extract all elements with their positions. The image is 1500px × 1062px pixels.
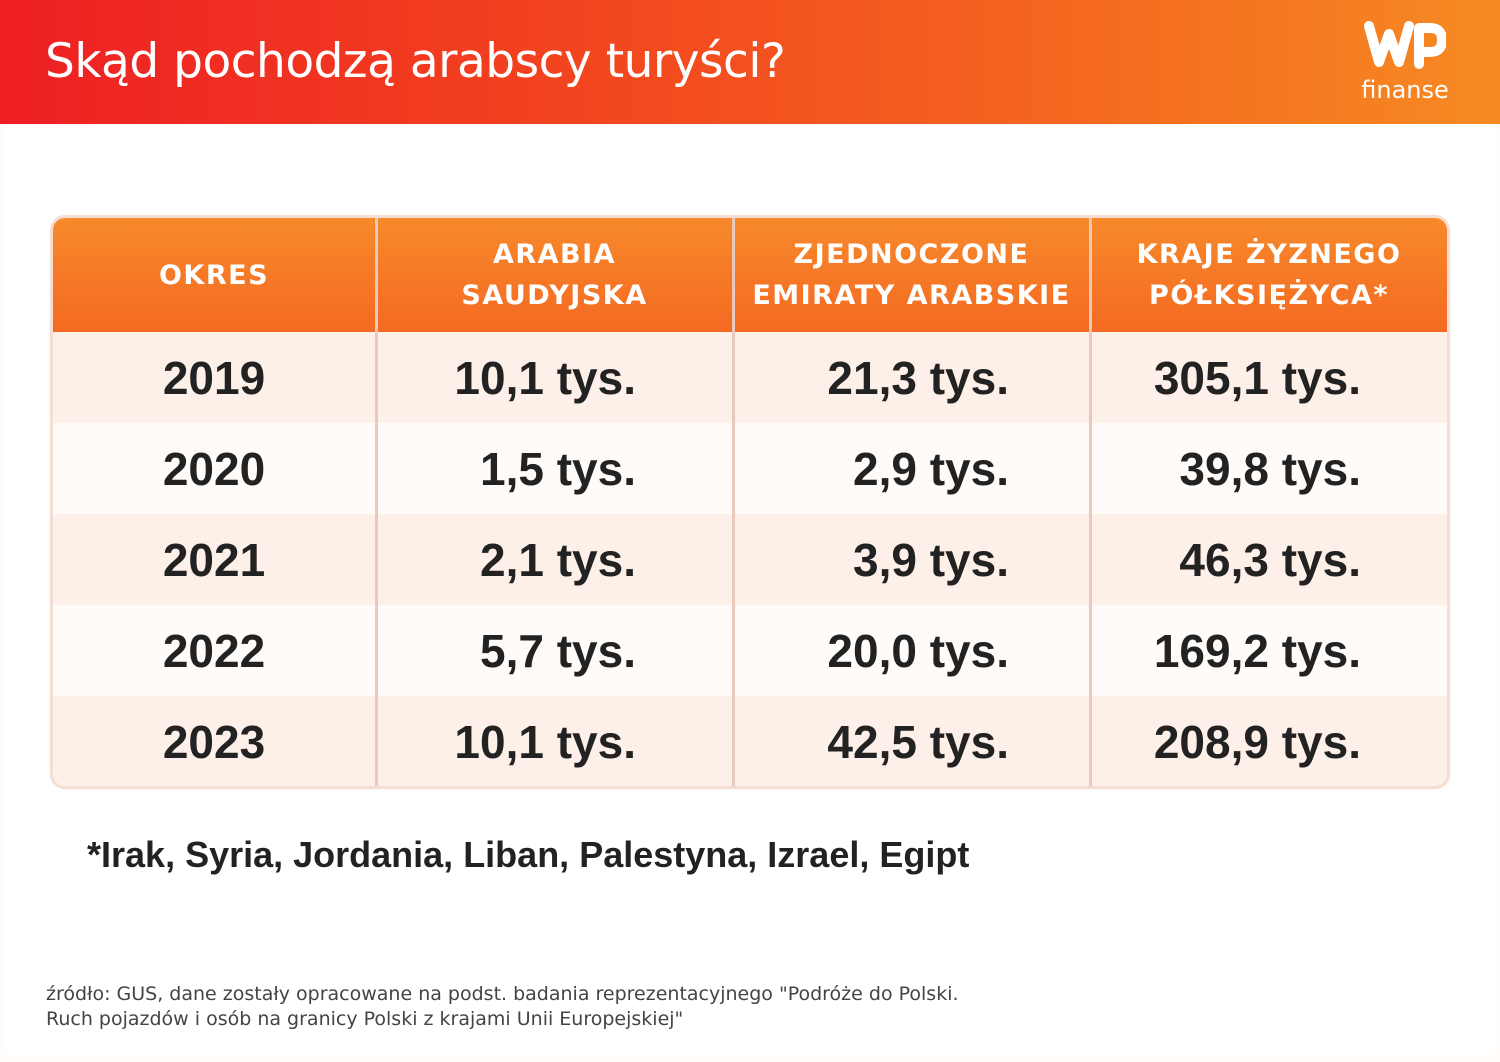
table-row: 2023 10,1 tys. 42,5 tys. 208,9 tys. [53,696,1447,786]
value-cell: 21,3 tys. [827,351,1009,404]
source-note: źródło: GUS, dane zostały opracowane na … [46,982,959,1032]
value-cell: 2,1 tys. [480,533,636,586]
table-header: OKRES ARABIA SAUDYJSKA ZJEDNOCZONE EMIRATY… [53,218,1447,332]
value-cell: 39,8 tys. [1179,442,1361,495]
column-divider [375,218,378,786]
value-cell: 46,3 tys. [1179,533,1361,586]
column-header-3: KRAJE ŻYZNEGO PÓŁKSIĘŻYCA* [1136,239,1402,311]
value-cell: 1,5 tys. [480,442,636,495]
value-cell: 2,9 tys. [853,442,1009,495]
table-row: 2019 10,1 tys. 21,3 tys. 305,1 tys. [53,332,1447,423]
value-cell: 208,9 tys. [1153,715,1361,768]
column-divider [1089,218,1092,786]
period-cell: 2019 [162,351,266,404]
value-cell: 5,7 tys. [480,624,636,677]
period-cell: 2020 [162,442,266,495]
value-cell: 305,1 tys. [1153,351,1361,404]
period-cell: 2023 [162,715,266,768]
value-cell: 10,1 tys. [454,715,636,768]
table-row: 2020 1,5 tys. 2,9 tys. 39,8 tys. [53,423,1447,514]
column-divider [732,218,735,786]
table-row: 2021 2,1 tys. 3,9 tys. 46,3 tys. [53,514,1447,605]
wp-finanse-logo: finanse [1350,20,1460,110]
value-cell: 20,0 tys. [827,624,1009,677]
value-cell: 3,9 tys. [853,533,1009,586]
footnote: *Irak, Syria, Jordania, Liban, Palestyna… [87,834,970,875]
column-header-0: OKRES [158,259,270,291]
logo-text: finanse [1361,76,1449,104]
column-header-2: ZJEDNOCZONE EMIRATY ARABSKIE [752,239,1071,311]
page-title: Skąd pochodzą arabscy turyści? [45,34,786,89]
header-banner: Skąd pochodzą arabscy turyści? finanse [0,0,1500,124]
source-line-1: źródło: GUS, dane zostały opracowane na … [46,983,959,1005]
column-header-1: ARABIA SAUDYJSKA [461,239,648,311]
period-cell: 2022 [162,624,266,677]
data-table: OKRES ARABIA SAUDYJSKA ZJEDNOCZONE EMIRATY… [53,218,1447,786]
value-cell: 169,2 tys. [1153,624,1361,677]
period-cell: 2021 [162,533,266,586]
table-row: 2022 5,7 tys. 20,0 tys. 169,2 tys. [53,605,1447,696]
value-cell: 42,5 tys. [827,715,1009,768]
value-cell: 10,1 tys. [454,351,636,404]
source-line-2: Ruch pojazdów i osób na granicy Polski z… [46,1008,684,1030]
wp-logo-icon [1364,21,1446,69]
